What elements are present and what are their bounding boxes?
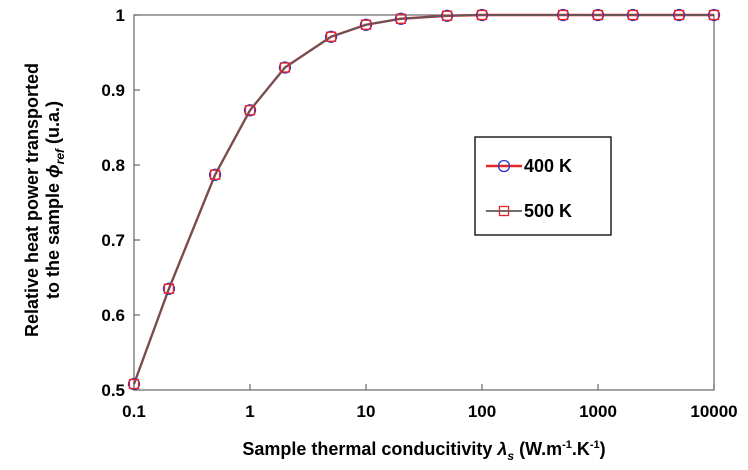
series-2-point bbox=[476, 9, 488, 21]
series-1-point bbox=[324, 30, 338, 43]
legend-marker bbox=[498, 205, 510, 217]
series-1-point bbox=[243, 104, 257, 117]
series-1-point bbox=[440, 9, 454, 22]
series-line-2 bbox=[133, 14, 714, 385]
x-axis-title-main: Sample thermal conducitivity bbox=[242, 439, 497, 459]
x-axis-title-units-close: ) bbox=[600, 439, 606, 459]
series-2-point bbox=[441, 10, 453, 21]
series-1-point bbox=[278, 61, 292, 74]
series-1-point bbox=[626, 8, 640, 22]
x-tick-label: 1 bbox=[245, 402, 254, 421]
x-tick-label: 0.1 bbox=[122, 402, 146, 421]
x-axis-title-exp2: -1 bbox=[590, 439, 600, 451]
y-axis-title-symbol-sub: ref bbox=[53, 148, 67, 164]
series-line-1 bbox=[132, 13, 714, 385]
series-2-point bbox=[244, 105, 256, 116]
x-axis-title-symbol-sub: s bbox=[507, 449, 514, 463]
series-1-point bbox=[359, 18, 373, 31]
y-axis-title-line2-main: to the sample bbox=[43, 178, 63, 299]
series-2-point bbox=[279, 62, 291, 73]
y-axis-title-line1: Relative heat power transported bbox=[22, 63, 42, 337]
series-2-point bbox=[557, 9, 569, 21]
series-2-point bbox=[708, 9, 720, 21]
series-2-point bbox=[128, 378, 140, 390]
y-tick-label: 0.7 bbox=[101, 231, 125, 250]
x-axis-title-mid: .K bbox=[572, 439, 590, 459]
x-axis-title-exp1: -1 bbox=[562, 439, 572, 451]
x-axis-title-units-open: (W.m bbox=[514, 439, 562, 459]
series-2-point bbox=[209, 169, 221, 180]
series-2-point bbox=[163, 283, 175, 294]
y-axis-title-line2: to the sample ϕref (u.a.) bbox=[43, 101, 67, 299]
series-1-point bbox=[707, 8, 721, 22]
legend-label: 400 K bbox=[524, 156, 572, 176]
legend-box bbox=[474, 136, 612, 236]
series-1-point bbox=[591, 8, 605, 22]
y-tick-label: 0.9 bbox=[101, 81, 125, 100]
x-axis-ticks: 0.1 1 10 100 1000 10000 bbox=[122, 384, 738, 421]
series-1-point bbox=[672, 8, 686, 22]
series-2-point bbox=[325, 31, 337, 42]
series-2-point bbox=[673, 9, 685, 21]
y-tick-label: 0.8 bbox=[101, 156, 125, 175]
series-2-point bbox=[627, 9, 639, 21]
x-axis-title-symbol: λ bbox=[496, 439, 507, 459]
plot-frame bbox=[133, 14, 715, 391]
series-1-point bbox=[162, 282, 176, 295]
x-tick-label: 100 bbox=[468, 402, 496, 421]
y-axis-title-symbol: ϕ bbox=[43, 164, 63, 178]
series-layer bbox=[127, 8, 721, 391]
x-tick-label: 10000 bbox=[690, 402, 737, 421]
series-1-point bbox=[127, 377, 141, 391]
y-axis-title-units: (u.a.) bbox=[43, 101, 63, 149]
x-axis-title: Sample thermal conducitivity λs (W.m-1.K… bbox=[242, 439, 605, 463]
legend-label: 500 K bbox=[524, 201, 572, 221]
legend-marker bbox=[497, 159, 511, 173]
legend: 400 K 500 K bbox=[474, 136, 612, 236]
series-1-point bbox=[475, 8, 489, 22]
legend-items: 400 K 500 K bbox=[486, 156, 572, 221]
series-2-point bbox=[592, 9, 604, 21]
y-tick-label: 1 bbox=[116, 6, 125, 25]
y-tick-label: 0.5 bbox=[101, 381, 125, 400]
x-tick-label: 1000 bbox=[579, 402, 617, 421]
x-tick-label: 10 bbox=[357, 402, 376, 421]
series-2-point bbox=[395, 13, 407, 24]
y-tick-label: 0.6 bbox=[101, 306, 125, 325]
y-axis-title: Relative heat power transported to the s… bbox=[22, 63, 67, 337]
y-axis-ticks: 0.5 0.6 0.7 0.8 0.9 1 bbox=[101, 6, 140, 400]
series-1-point bbox=[556, 8, 570, 22]
series-2-point bbox=[360, 19, 372, 30]
series-1-point bbox=[208, 168, 222, 181]
series-1-point bbox=[394, 12, 408, 25]
